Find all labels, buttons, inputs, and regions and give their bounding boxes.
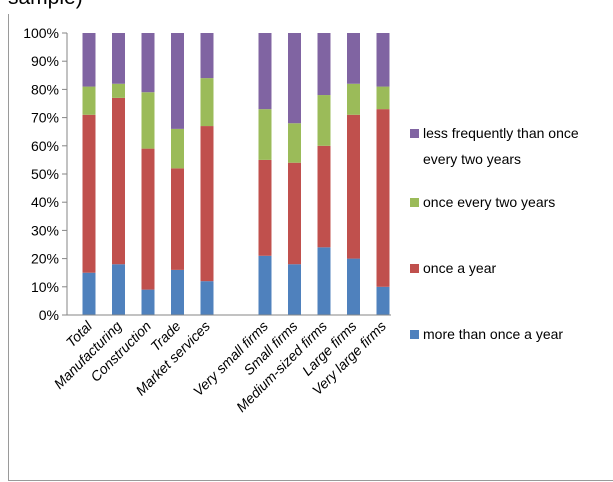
bar-segment [258,159,272,256]
bar-segment [141,289,155,315]
bar-segment [200,33,214,79]
legend-label: once a year [423,260,496,276]
bar-segment [82,33,96,87]
bar-segment [171,33,184,129]
legend-label: more than once a year [423,326,563,342]
bar-segment [112,83,125,98]
chart-frame [8,14,613,481]
bar-segment [317,145,331,248]
legend-label: once every two years [423,194,555,210]
bar-segment [171,269,184,315]
y-tick-label: 30% [31,222,59,238]
y-tick-label: 100% [23,25,59,41]
bar-segment [347,114,360,259]
bar-segment [200,126,214,282]
bar-segment [112,33,125,84]
bar-segment [141,33,155,93]
bar-segment [317,33,331,96]
bar-segment [112,97,125,265]
bar-segment [376,86,390,110]
bar-segment [347,33,360,84]
bar-segment [171,168,184,270]
y-tick-label: 20% [31,251,59,267]
y-tick-label: 60% [31,138,59,154]
bar-segment [258,33,272,110]
bar-segment [171,128,184,169]
y-tick-label: 0% [39,307,59,323]
y-tick-label: 10% [31,279,59,295]
y-tick-label: 80% [31,81,59,97]
legend-swatch [410,198,419,207]
legend-swatch [410,129,419,138]
bar-segment [288,162,301,265]
bar-segment [288,33,301,124]
bar-segment [376,109,390,287]
legend-label: less frequently than once [423,125,579,141]
bar-segment [347,83,360,115]
bar-segment [82,86,96,115]
bar-segment [317,247,331,315]
bar-segment [317,95,331,146]
bar-segment [141,148,155,290]
bar-segment [82,114,96,273]
bar-segment [141,92,155,149]
bar-segment [376,286,390,315]
bar-segment [288,264,301,315]
bar-segment [82,272,96,315]
bar-segment [258,255,272,315]
bar-segment [376,33,390,87]
legend-swatch [410,330,419,339]
bar-segment [347,258,360,315]
y-tick-label: 40% [31,194,59,210]
legend-swatch [410,264,419,273]
bar-segment [200,78,214,127]
legend-label: every two years [423,151,521,167]
chart-title-fragment: sample) [8,0,83,10]
y-tick-label: 70% [31,110,59,126]
bar-segment [200,281,214,315]
bar-segment [288,123,301,163]
y-tick-label: 50% [31,166,59,182]
bar-segment [258,109,272,160]
y-tick-label: 90% [31,53,59,69]
bar-segment [112,264,125,315]
